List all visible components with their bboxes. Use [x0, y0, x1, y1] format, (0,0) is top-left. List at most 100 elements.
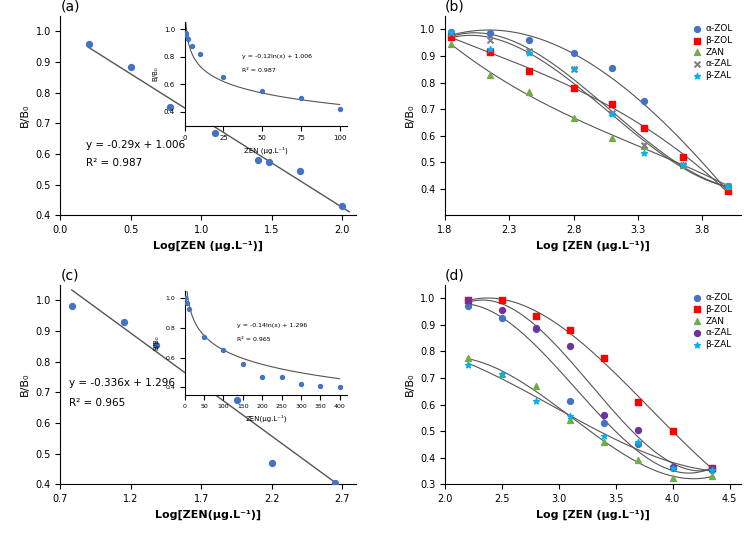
Text: y = -0.336x + 1.296: y = -0.336x + 1.296 — [69, 378, 175, 388]
Point — [209, 128, 222, 137]
α-ZAL — [706, 464, 718, 472]
β-ZAL — [677, 160, 689, 169]
ZAN — [568, 114, 580, 123]
β-ZOL — [722, 187, 734, 196]
α-ZOL — [568, 49, 580, 58]
β-ZAL — [638, 148, 650, 157]
α-ZOL — [522, 36, 534, 44]
α-ZAL — [638, 140, 650, 149]
Point — [336, 202, 349, 210]
α-ZOL — [677, 153, 689, 161]
β-ZOL — [522, 66, 534, 75]
β-ZOL — [564, 326, 576, 335]
α-ZOL — [598, 419, 610, 427]
α-ZOL — [445, 28, 457, 37]
β-ZAL — [496, 370, 508, 378]
α-ZOL — [496, 314, 508, 322]
α-ZOL — [530, 324, 542, 333]
ZAN — [667, 473, 679, 482]
α-ZOL — [638, 97, 650, 105]
β-ZAL — [462, 360, 474, 369]
α-ZAL — [606, 109, 618, 117]
β-ZOL — [445, 33, 457, 41]
Y-axis label: B/B₀: B/B₀ — [404, 104, 414, 128]
α-ZOL — [667, 464, 679, 472]
α-ZAL — [568, 65, 580, 74]
Y-axis label: B/B₀: B/B₀ — [20, 373, 29, 397]
Point — [294, 167, 306, 175]
ZAN — [638, 142, 650, 151]
β-ZOL — [530, 312, 542, 320]
β-ZAL — [667, 464, 679, 472]
β-ZAL — [706, 465, 718, 474]
β-ZAL — [530, 397, 542, 405]
Text: (d): (d) — [445, 268, 465, 282]
Point — [252, 156, 264, 165]
Y-axis label: B/B₀: B/B₀ — [20, 104, 29, 128]
ZAN — [462, 354, 474, 363]
α-ZAL — [530, 323, 542, 332]
ZAN — [564, 416, 576, 425]
Point — [266, 458, 278, 467]
Text: (c): (c) — [60, 268, 79, 282]
Legend: α-ZOL, β-ZOL, ZAN, α-ZAL, β-ZAL: α-ZOL, β-ZOL, ZAN, α-ZAL, β-ZAL — [689, 20, 736, 84]
α-ZOL — [462, 302, 474, 310]
β-ZAL — [568, 65, 580, 74]
β-ZAL — [522, 49, 534, 58]
β-ZAL — [484, 45, 496, 54]
β-ZAL — [606, 110, 618, 119]
ZAN — [606, 134, 618, 143]
β-ZOL — [706, 464, 718, 472]
ZAN — [633, 456, 645, 465]
α-ZAL — [598, 411, 610, 420]
β-ZAL — [564, 412, 576, 421]
X-axis label: Log[ZEN(µg.L⁻¹)]: Log[ZEN(µg.L⁻¹)] — [155, 509, 262, 520]
Point — [164, 102, 176, 111]
β-ZOL — [638, 123, 650, 132]
ZAN — [496, 370, 508, 378]
α-ZOL — [606, 63, 618, 72]
β-ZOL — [598, 354, 610, 363]
α-ZAL — [564, 342, 576, 350]
α-ZAL — [722, 182, 734, 190]
X-axis label: Log[ZEN (µg.L⁻¹)]: Log[ZEN (µg.L⁻¹)] — [153, 240, 263, 251]
β-ZAL — [445, 28, 457, 37]
α-ZAL — [496, 306, 508, 315]
ZAN — [677, 160, 689, 169]
ZAN — [722, 182, 734, 190]
ZAN — [484, 70, 496, 79]
X-axis label: Log [ZEN (µg.L⁻¹)]: Log [ZEN (µg.L⁻¹)] — [536, 240, 650, 251]
α-ZAL — [445, 29, 457, 38]
Point — [150, 341, 163, 349]
ZAN — [445, 40, 457, 48]
α-ZAL — [677, 160, 689, 169]
Point — [82, 39, 94, 48]
ZAN — [522, 88, 534, 96]
Point — [329, 478, 341, 487]
Legend: α-ZOL, β-ZOL, ZAN, α-ZAL, β-ZAL: α-ZOL, β-ZOL, ZAN, α-ZAL, β-ZAL — [689, 289, 736, 352]
α-ZOL — [564, 397, 576, 405]
Point — [118, 317, 130, 326]
β-ZAL — [722, 182, 734, 190]
Text: y = -0.29x + 1.006: y = -0.29x + 1.006 — [86, 140, 185, 150]
Text: (b): (b) — [445, 0, 465, 13]
β-ZOL — [484, 48, 496, 56]
Text: (a): (a) — [60, 0, 80, 13]
Point — [231, 395, 243, 404]
Point — [263, 158, 275, 166]
Point — [66, 302, 78, 311]
Text: R² = 0.965: R² = 0.965 — [69, 398, 125, 408]
β-ZOL — [667, 427, 679, 435]
Y-axis label: B/B₀: B/B₀ — [404, 373, 414, 397]
Point — [195, 370, 207, 378]
α-ZAL — [522, 46, 534, 55]
Point — [125, 62, 137, 71]
α-ZAL — [462, 295, 474, 304]
ZAN — [706, 472, 718, 480]
α-ZOL — [484, 29, 496, 38]
α-ZAL — [484, 36, 496, 44]
β-ZOL — [462, 295, 474, 304]
β-ZAL — [598, 432, 610, 441]
β-ZOL — [496, 295, 508, 304]
Text: R² = 0.987: R² = 0.987 — [86, 158, 142, 168]
